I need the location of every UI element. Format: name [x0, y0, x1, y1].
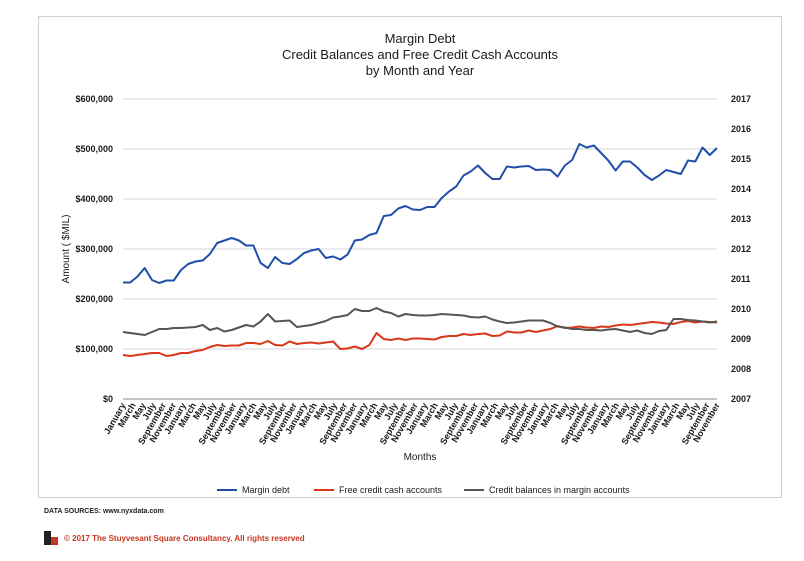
- legend-label: Free credit cash accounts: [339, 485, 443, 495]
- y2-tick-label: 2017: [731, 94, 751, 104]
- chart-title-line: by Month and Year: [366, 63, 475, 78]
- legend-label: Credit balances in margin accounts: [489, 485, 630, 495]
- y-axis-label: Amount ( $MIL): [61, 215, 72, 284]
- y-tick-label: $0: [103, 394, 113, 404]
- y-tick-label: $500,000: [75, 144, 113, 154]
- y-tick-label: $600,000: [75, 94, 113, 104]
- y2-tick-label: 2012: [731, 244, 751, 254]
- footer: © 2017 The Stuyvesant Square Consultancy…: [44, 530, 305, 546]
- legend-label: Margin debt: [242, 485, 290, 495]
- copyright-notice: © 2017 The Stuyvesant Square Consultancy…: [64, 533, 305, 543]
- y2-tick-label: 2015: [731, 154, 751, 164]
- y2-tick-label: 2010: [731, 304, 751, 314]
- y2-tick-label: 2009: [731, 334, 751, 344]
- y-tick-label: $300,000: [75, 244, 113, 254]
- chart-title-line: Margin Debt: [385, 31, 456, 46]
- y-tick-label: $100,000: [75, 344, 113, 354]
- y2-tick-label: 2011: [731, 274, 751, 284]
- company-logo-icon: [44, 531, 58, 545]
- series-line-2: [122, 320, 718, 357]
- y2-tick-label: 2013: [731, 214, 751, 224]
- y2-tick-label: 2007: [731, 394, 751, 404]
- y2-tick-label: 2014: [731, 184, 751, 194]
- y2-tick-label: 2016: [731, 124, 751, 134]
- data-sources: DATA SOURCES: www.nyxdata.com: [44, 508, 164, 515]
- x-axis-label: Months: [404, 452, 437, 463]
- chart-frame: Margin Debt Credit Balances and Free Cred…: [38, 16, 782, 498]
- chart-title-line: Credit Balances and Free Credit Cash Acc…: [282, 47, 559, 62]
- series-line-3: [122, 307, 718, 336]
- series-line-1: [123, 143, 718, 284]
- y-tick-label: $200,000: [75, 294, 113, 304]
- y2-tick-label: 2008: [731, 364, 751, 374]
- y-tick-label: $400,000: [75, 194, 113, 204]
